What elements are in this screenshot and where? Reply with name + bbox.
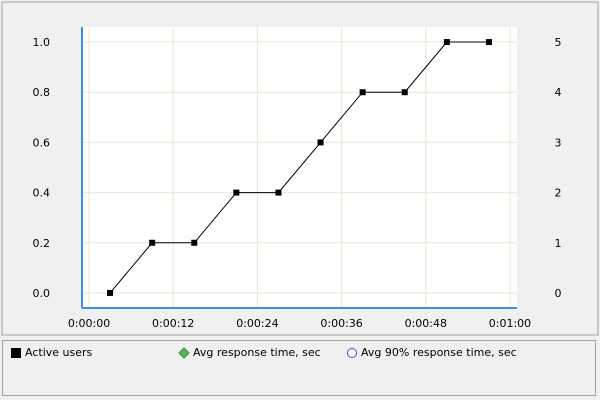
y-tick-label: 0.0: [33, 287, 51, 300]
legend-label: Active users: [25, 346, 93, 359]
y-tick-label: 1.0: [33, 36, 51, 49]
y2-tick-label: 5: [555, 36, 562, 49]
black-square-icon: [11, 347, 21, 358]
series-line-active-users: [109, 41, 489, 294]
blue-circle-icon: [347, 347, 357, 358]
data-point: [233, 189, 240, 196]
y-tick-label: 0.2: [33, 237, 51, 250]
legend-item-avg-90-response[interactable]: Avg 90% response time, sec: [347, 346, 517, 359]
green-diamond-icon: [178, 346, 190, 359]
x-tick-label: 0:00:36: [320, 317, 362, 330]
data-point: [317, 139, 324, 146]
legend-item-avg-response[interactable]: Avg response time, sec: [178, 346, 321, 359]
y2-tick-label: 4: [555, 86, 562, 99]
legend-label: Avg response time, sec: [193, 346, 321, 359]
data-point: [359, 89, 366, 96]
legend-label: Avg 90% response time, sec: [361, 346, 517, 359]
legend-item-active-users[interactable]: Active users: [11, 346, 92, 359]
x-tick-label: 0:00:12: [152, 317, 194, 330]
y-tick-label: 0.6: [33, 136, 51, 149]
y2-tick-label: 0: [555, 287, 562, 300]
data-point: [443, 39, 450, 46]
data-point: [191, 239, 198, 246]
chart-area: 0.0 0.2 0.4 0.6 0.8 1.0 0 1 2 3 4 5 0:00:00 0:00:12 0:…: [1, 1, 599, 336]
y2-tick-label: 2: [555, 187, 562, 200]
x-tick-label: 0:00:24: [236, 317, 278, 330]
x-tick-label: 0:01:00: [489, 317, 531, 330]
x-tick-label: 0:00:00: [68, 317, 110, 330]
y-tick-label: 0.8: [33, 86, 51, 99]
data-point: [149, 239, 156, 246]
data-point: [401, 89, 408, 96]
data-point: [275, 189, 282, 196]
data-point: [485, 39, 492, 46]
legend-panel: Active users Avg response time, sec Avg …: [2, 340, 596, 396]
data-point: [107, 289, 114, 296]
x-tick-label: 0:00:48: [405, 317, 447, 330]
y-tick-label: 0.4: [33, 187, 51, 200]
y2-tick-label: 1: [555, 237, 562, 250]
y2-tick-label: 3: [555, 136, 562, 149]
